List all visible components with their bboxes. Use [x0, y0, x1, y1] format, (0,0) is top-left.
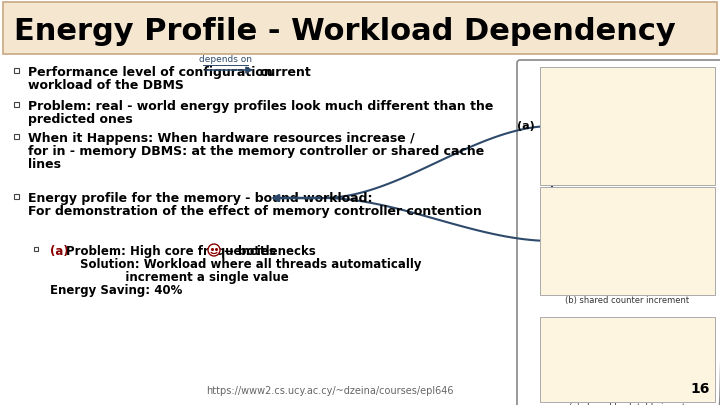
- Text: current: current: [260, 66, 312, 79]
- Text: (a): (a): [50, 245, 68, 258]
- Text: Problem: real - world energy profiles look much different than the: Problem: real - world energy profiles lo…: [28, 100, 493, 113]
- Text: Performance level of configuration: Performance level of configuration: [28, 66, 273, 79]
- Text: depends on: depends on: [199, 55, 252, 64]
- Bar: [14, 134, 19, 139]
- Text: (b) shared counter increment: (b) shared counter increment: [565, 296, 690, 305]
- Bar: [14, 102, 19, 107]
- Text: → bottlenecks: → bottlenecks: [224, 245, 316, 258]
- Text: 16: 16: [690, 382, 710, 396]
- Text: increment a single value: increment a single value: [80, 271, 289, 284]
- Text: For demonstration of the effect of memory controller contention: For demonstration of the effect of memor…: [28, 205, 482, 218]
- Text: When it Happens: When hardware resources increase /: When it Happens: When hardware resources…: [28, 132, 415, 145]
- FancyBboxPatch shape: [540, 67, 715, 185]
- Bar: [14, 68, 19, 72]
- Circle shape: [208, 244, 220, 256]
- Bar: [14, 194, 19, 198]
- Text: (a): (a): [517, 121, 535, 131]
- Text: Energy Profile - Workload Dependency: Energy Profile - Workload Dependency: [14, 17, 676, 47]
- Text: Problem: High core frequencies: Problem: High core frequencies: [66, 245, 276, 258]
- Text: Solution: Workload where all threads automatically: Solution: Workload where all threads aut…: [80, 258, 421, 271]
- Text: for in - memory DBMS: at the memory controller or shared cache: for in - memory DBMS: at the memory cont…: [28, 145, 485, 158]
- Text: lines: lines: [28, 158, 61, 171]
- Bar: [34, 247, 38, 251]
- FancyBboxPatch shape: [3, 2, 717, 54]
- FancyBboxPatch shape: [540, 187, 715, 295]
- Text: predicted ones: predicted ones: [28, 113, 132, 126]
- Text: https://www2.cs.ucy.ac.cy/~dzeina/courses/epl646: https://www2.cs.ucy.ac.cy/~dzeina/course…: [206, 386, 454, 396]
- Text: (c) shared hash table insert: (c) shared hash table insert: [570, 403, 685, 405]
- FancyBboxPatch shape: [540, 317, 715, 402]
- Text: Energy Saving: 40%: Energy Saving: 40%: [50, 284, 182, 297]
- Text: workload of the DBMS: workload of the DBMS: [28, 79, 184, 92]
- Text: Energy profile for the memory - bound workload:: Energy profile for the memory - bound wo…: [28, 192, 372, 205]
